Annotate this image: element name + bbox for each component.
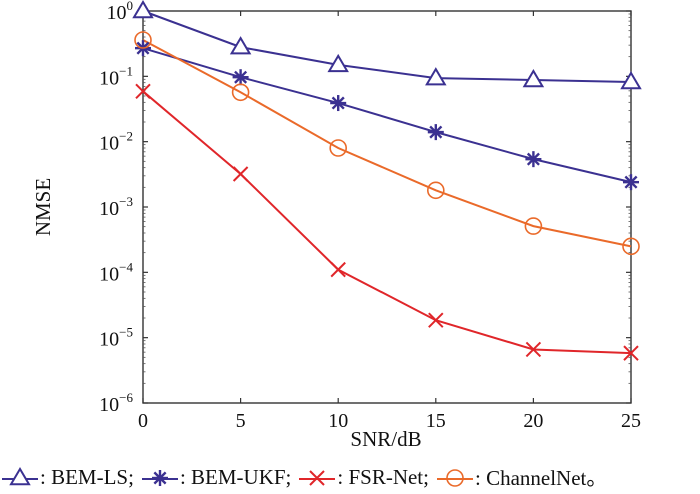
data-point-channelnet: [231, 83, 250, 102]
legend: : BEM-LS; : BEM-UKF; : FSR-Net; : ChannelNe…: [0, 462, 700, 492]
triangle-marker-icon: [2, 467, 38, 486]
data-point-bem-ukf: [330, 95, 347, 112]
data-point-bem-ls: [620, 70, 642, 90]
y-axis-label: NMSE: [31, 178, 55, 236]
x-tick-label: 20: [523, 410, 543, 432]
legend-marker: [151, 470, 168, 486]
data-point-fsr-net: [135, 83, 151, 100]
y-tick-label: 10−2: [99, 129, 133, 155]
triangle-marker-shape: [620, 70, 642, 90]
series-lines: [142, 10, 632, 355]
x-marker-stroke: [232, 166, 249, 182]
legend-marker: [9, 467, 31, 486]
circle-marker-shape: [134, 31, 152, 49]
legend-label: : BEM-UKF;: [179, 464, 292, 489]
x-tick-label: 15: [426, 410, 446, 432]
data-point-fsr-net: [623, 345, 639, 361]
circle-marker-shape: [231, 83, 250, 102]
x-tick-label: 0: [138, 410, 148, 432]
data-point-bem-ls: [229, 36, 252, 55]
x-tick-label: 5: [236, 410, 246, 432]
y-tick-label: 10−6: [99, 390, 133, 416]
y-tick-label: 10−3: [99, 194, 133, 220]
y-tick-label: 10−5: [99, 325, 133, 351]
y-tick-label: 10−1: [99, 63, 133, 89]
star-marker-stroke: [526, 152, 540, 166]
data-point-fsr-net: [232, 166, 249, 182]
data-point-channelnet: [426, 181, 445, 200]
data-point-bem-ukf: [525, 151, 542, 168]
circle-marker-shape: [446, 469, 464, 487]
circle-marker-shape: [622, 237, 640, 256]
data-point-fsr-net: [525, 341, 542, 358]
data-point-bem-ukf: [623, 174, 639, 191]
data-point-bem-ls: [425, 67, 447, 86]
y-axis-ticks: 100 10−1 10−2 10−3 10−4 10−5 10−6: [99, 0, 631, 416]
x-marker-stroke: [525, 341, 542, 358]
x-marker-icon: [299, 470, 336, 486]
star-marker-stroke: [153, 471, 167, 485]
triangle-marker-shape: [327, 53, 349, 73]
series-line-channelnet: [142, 39, 632, 248]
legend-marker: [446, 469, 464, 487]
data-point-bem-ukf: [427, 124, 444, 141]
nmse-chart: 100 10−1 10−2 10−3 10−4 10−5 10−6 0 5 10 15 20 25 S…: [31, 0, 642, 451]
data-point-bem-ls: [522, 68, 545, 88]
circle-marker-shape: [329, 139, 348, 157]
series-line-bem-ukf: [142, 47, 632, 184]
series-line-bem-ls: [142, 10, 632, 83]
legend-label: : ChannelNet。: [474, 466, 608, 490]
x-marker-stroke: [309, 470, 326, 486]
data-point-bem-ukf: [232, 69, 249, 86]
legend-item-bem-ls: : BEM-LS;: [0, 464, 134, 490]
data-point-channelnet: [524, 217, 543, 235]
star-marker-icon: [141, 470, 178, 486]
x-axis-ticks: 0 5 10 15 20 25: [138, 11, 641, 432]
x-marker-stroke: [330, 261, 346, 278]
circle-marker-icon: [436, 469, 473, 487]
data-point-bem-ls: [132, 0, 154, 19]
y-tick-label: 10−4: [99, 259, 133, 285]
x-axis-label: SNR/dB: [350, 427, 421, 451]
data-point-channelnet: [329, 139, 348, 157]
x-tick-label: 25: [621, 410, 641, 432]
x-marker-stroke: [135, 83, 151, 100]
data-point-channelnet: [622, 237, 640, 256]
star-marker-stroke: [429, 125, 443, 139]
x-marker-stroke: [623, 345, 639, 361]
legend-item-channelnet: : ChannelNet。: [435, 462, 607, 492]
triangle-marker-shape: [522, 68, 545, 88]
triangle-marker-shape: [425, 67, 447, 86]
legend-label: : BEM-LS;: [40, 464, 134, 489]
x-tick-label: 10: [328, 410, 348, 432]
legend-marker: [309, 470, 326, 486]
triangle-marker-shape: [132, 0, 154, 19]
series-line-fsr-net: [142, 90, 632, 355]
data-point-channelnet: [134, 31, 152, 49]
star-marker-stroke: [331, 96, 345, 110]
data-point-bem-ls: [327, 53, 349, 73]
series-markers: [132, 0, 642, 361]
triangle-marker-shape: [229, 36, 252, 55]
triangle-marker-shape: [9, 467, 31, 486]
legend-item-fsr-net: : FSR-Net;: [297, 464, 429, 490]
circle-marker-shape: [426, 181, 445, 200]
x-marker-stroke: [428, 312, 444, 328]
data-point-fsr-net: [330, 261, 346, 278]
circle-marker-shape: [524, 217, 543, 235]
star-marker-stroke: [234, 70, 248, 84]
star-marker-stroke: [624, 175, 638, 189]
legend-label: : FSR-Net;: [337, 464, 429, 489]
data-point-fsr-net: [428, 312, 444, 328]
legend-item-bem-ukf: : BEM-UKF;: [140, 464, 291, 490]
y-tick-label: 100: [107, 0, 134, 24]
